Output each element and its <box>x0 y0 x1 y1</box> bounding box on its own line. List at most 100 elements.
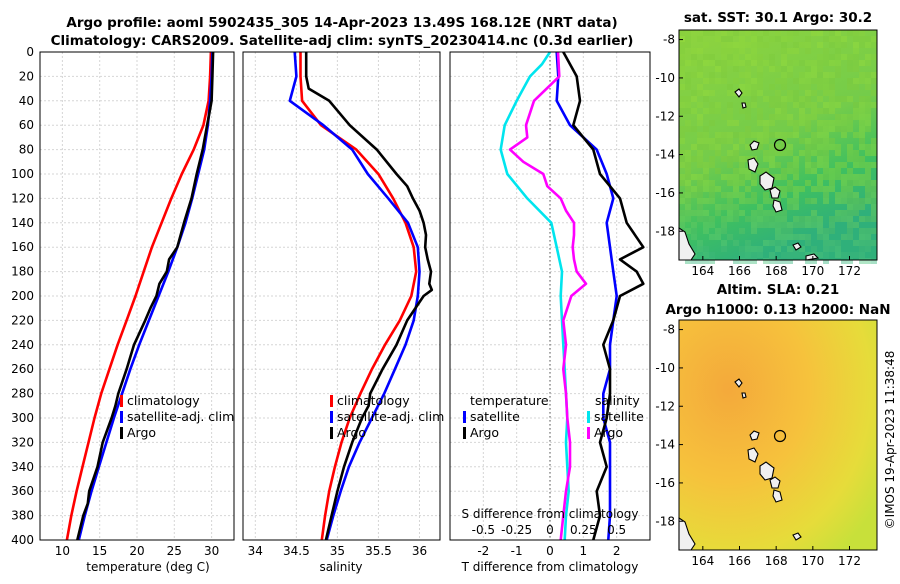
sst-cell <box>799 222 805 228</box>
sst-cell <box>697 138 703 144</box>
sst-field <box>679 30 877 260</box>
sst-cell <box>697 174 703 180</box>
sst-cell <box>757 168 763 174</box>
sst-cell <box>823 120 829 126</box>
sst-cell <box>859 36 865 42</box>
sst-cell <box>685 72 691 78</box>
sst-cell <box>841 132 847 138</box>
sst-cell <box>751 84 757 90</box>
sst-cell <box>733 180 739 186</box>
sst-cell <box>835 168 841 174</box>
series-line-climatology <box>299 52 418 540</box>
sst-cell <box>847 192 853 198</box>
sst-cell <box>769 156 775 162</box>
sst-cell <box>859 132 865 138</box>
sst-cell <box>691 192 697 198</box>
sst-cell <box>829 54 835 60</box>
sst-cell <box>817 120 823 126</box>
sst-cell <box>829 96 835 102</box>
sst-cell <box>805 36 811 42</box>
sst-cell <box>709 72 715 78</box>
sst-cell <box>709 156 715 162</box>
sst-cell <box>715 186 721 192</box>
sst-cell <box>787 186 793 192</box>
sst-cell <box>811 30 817 36</box>
sst-cell <box>751 228 757 234</box>
sst-cell <box>811 102 817 108</box>
island <box>792 532 802 541</box>
sst-cell <box>781 222 787 228</box>
sst-cell <box>697 204 703 210</box>
sst-cell <box>865 78 871 84</box>
sla-map-frame <box>678 319 878 551</box>
series-line-argo <box>304 52 434 540</box>
sst-cell <box>829 240 835 246</box>
sst-cell <box>811 144 817 150</box>
island <box>772 489 783 503</box>
x-tick-label: 36 <box>412 544 427 558</box>
legend-swatch-climatology <box>120 395 123 407</box>
sst-cell <box>811 198 817 204</box>
sst-cell <box>829 120 835 126</box>
sst-cell <box>871 162 877 168</box>
sst-cell <box>745 84 751 90</box>
x-tick-label: 2 <box>613 544 621 558</box>
sst-cell <box>853 108 859 114</box>
difference-lines <box>499 52 645 540</box>
sst-cell <box>829 30 835 36</box>
sst-cell <box>697 60 703 66</box>
sst-cell <box>829 168 835 174</box>
sst-cell <box>793 96 799 102</box>
sst-cell <box>853 132 859 138</box>
sst-cell <box>733 204 739 210</box>
sst-cell <box>739 84 745 90</box>
sst-cell <box>691 90 697 96</box>
sst-cell <box>817 78 823 84</box>
sst-cell <box>787 120 793 126</box>
sst-cell <box>865 150 871 156</box>
sst-cell <box>745 156 751 162</box>
sst-map-panel: sat. SST: 30.1 Argo: 30.2 164 166 168 170 17… <box>655 10 878 278</box>
sst-cell <box>769 198 775 204</box>
sst-cell <box>835 150 841 156</box>
island <box>749 430 760 441</box>
sst-cell <box>769 102 775 108</box>
sst-cell <box>835 102 841 108</box>
sst-cell <box>817 174 823 180</box>
sst-cell <box>751 174 757 180</box>
s-tick-label: -0.5 <box>472 523 495 537</box>
sst-cell <box>847 228 853 234</box>
sst-cell <box>871 216 877 222</box>
sst-cell <box>751 258 757 264</box>
sst-cell <box>841 258 847 264</box>
sst-cell <box>871 228 877 234</box>
lon-tick-label: 164 <box>691 264 714 278</box>
sst-cell <box>733 144 739 150</box>
sst-cell <box>859 162 865 168</box>
sst-cell <box>763 150 769 156</box>
temperature-axes-box <box>39 51 235 541</box>
sst-cell <box>853 84 859 90</box>
sst-cell <box>871 102 877 108</box>
sst-cell <box>799 96 805 102</box>
sst-cell <box>817 222 823 228</box>
sst-cell <box>739 246 745 252</box>
sst-cell <box>697 84 703 90</box>
lon-tick-label: 170 <box>801 554 824 568</box>
sst-cell <box>853 60 859 66</box>
legend-swatch-t-argo <box>463 427 466 439</box>
sst-cell <box>697 120 703 126</box>
sst-cell <box>871 42 877 48</box>
sst-cell <box>757 246 763 252</box>
sst-cell <box>709 180 715 186</box>
sst-cell <box>811 162 817 168</box>
salinity-xlabel: salinity <box>319 560 362 574</box>
sst-cell <box>775 240 781 246</box>
lon-tick-label: 172 <box>838 554 861 568</box>
s-difference-label: S difference from climatology <box>462 507 639 521</box>
sst-cell <box>829 144 835 150</box>
sst-cell <box>727 234 733 240</box>
sst-cell <box>841 198 847 204</box>
sst-cell <box>775 66 781 72</box>
sst-cell <box>691 174 697 180</box>
